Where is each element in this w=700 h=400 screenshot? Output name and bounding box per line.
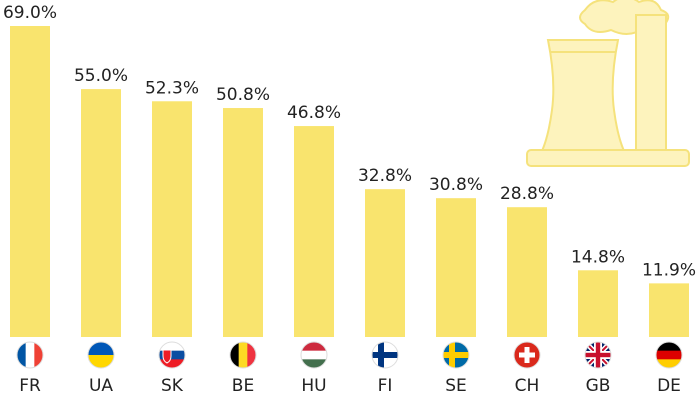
x-tick-label: FI (378, 376, 393, 396)
value-label: 52.3% (145, 78, 199, 98)
flag-icon (88, 342, 114, 368)
flag-outline (300, 341, 328, 369)
value-label: 11.9% (642, 260, 696, 280)
x-tick-label: CH (515, 376, 540, 396)
value-label: 14.8% (571, 247, 625, 267)
flag-outline (584, 341, 612, 369)
value-label: 28.8% (500, 184, 554, 204)
bar (578, 270, 618, 337)
bar (81, 89, 121, 338)
flag-outline (655, 341, 683, 369)
flag-outline (513, 341, 541, 369)
bar (507, 207, 547, 337)
flag-part (247, 342, 256, 368)
flag-part (519, 352, 535, 358)
flag-part (159, 342, 185, 352)
flag-part (88, 355, 114, 368)
x-tick-label: SK (161, 376, 184, 396)
value-label: 69.0% (3, 3, 57, 23)
value-label: 32.8% (358, 166, 412, 186)
flag-part (656, 350, 682, 360)
flag-part (238, 342, 248, 368)
flag-part (656, 342, 682, 352)
bar (152, 101, 192, 337)
flag-icon (159, 342, 185, 368)
flag-icon (443, 342, 469, 368)
x-tick-label: GB (586, 376, 611, 396)
flag-part (585, 352, 611, 358)
flag-icon (230, 342, 256, 368)
flag-icon (301, 342, 327, 368)
flag-part (159, 359, 185, 368)
flag-outline (442, 341, 470, 369)
flag-outline (16, 341, 44, 369)
flag-icon (656, 342, 682, 368)
value-label: 55.0% (74, 66, 128, 86)
flag-part (301, 350, 327, 360)
x-tick-label: BE (232, 376, 254, 396)
flag-part (230, 342, 240, 368)
flag-part (25, 342, 35, 368)
flag-icon (514, 342, 540, 368)
flag-part (301, 359, 327, 368)
x-tick-label: DE (657, 376, 681, 396)
flag-part (656, 359, 682, 368)
value-label: 30.8% (429, 175, 483, 195)
flag-part (159, 350, 185, 360)
flag-part (34, 342, 43, 368)
flag-part (301, 342, 327, 352)
bar (223, 108, 263, 337)
flag-icon (585, 342, 611, 368)
flag-outline (371, 341, 399, 369)
decoration-power-plant (526, 0, 690, 167)
flag-part (17, 342, 27, 368)
value-label: 46.8% (287, 103, 341, 123)
x-tick-label: SE (445, 376, 467, 396)
x-tick-label: UA (89, 376, 113, 396)
bar (10, 26, 50, 337)
x-tick-label: HU (301, 376, 326, 396)
bar (294, 126, 334, 337)
bar (436, 198, 476, 337)
flag-part (162, 349, 172, 364)
bar (649, 283, 689, 337)
bar (365, 189, 405, 337)
x-tick-label: FR (19, 376, 41, 396)
flag-part (88, 342, 114, 356)
flag-icon (372, 342, 398, 368)
flag-part (372, 352, 398, 358)
plot: 69.0% FR 55.0% UA 52.3% SK 50.8% BE 46.8% HU 32.8%… (3, 3, 696, 396)
flag-part (443, 352, 469, 358)
flag-icon (17, 342, 43, 368)
value-label: 50.8% (216, 85, 270, 105)
flag-outline (87, 341, 115, 369)
flag-outline (229, 341, 257, 369)
flag-outline (158, 341, 186, 369)
